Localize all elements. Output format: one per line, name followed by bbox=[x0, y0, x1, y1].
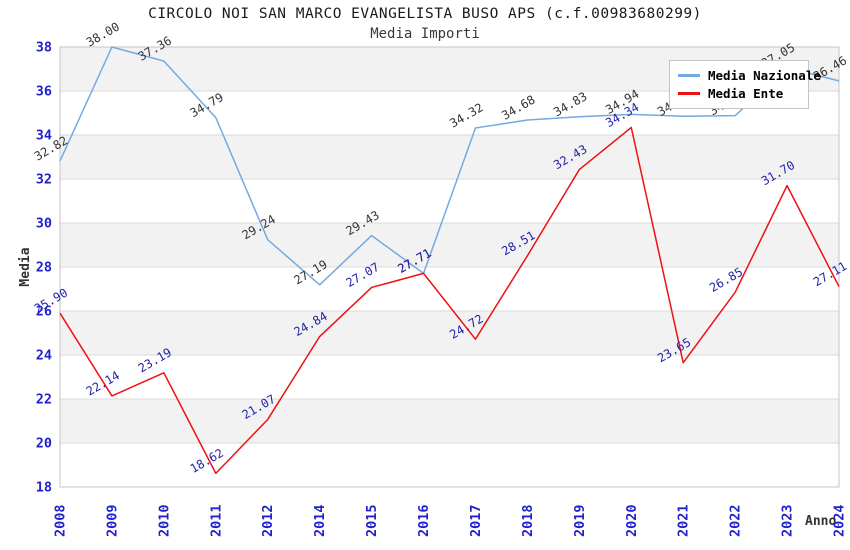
point-label-media-ente: 26.85 bbox=[707, 265, 745, 295]
grid-band bbox=[60, 399, 839, 443]
legend-label-ente: Media Ente bbox=[708, 85, 784, 101]
y-tick-label: 28 bbox=[36, 260, 52, 276]
legend-line-swatch-nazionale bbox=[678, 73, 700, 77]
y-tick-label: 36 bbox=[36, 84, 52, 100]
x-tick-label: 2015 bbox=[364, 504, 380, 537]
point-label-media-nazionale: 34.83 bbox=[551, 89, 589, 119]
point-label-media-nazionale: 34.79 bbox=[188, 90, 226, 120]
legend-item-media-ente: Media Ente bbox=[678, 84, 800, 102]
y-tick-label: 26 bbox=[36, 304, 52, 320]
x-tick-label: 2016 bbox=[416, 504, 432, 537]
point-label-media-nazionale: 38.00 bbox=[84, 19, 122, 49]
y-tick-label: 20 bbox=[36, 436, 52, 452]
x-tick-label: 2021 bbox=[676, 504, 692, 537]
x-axis-title: Anno bbox=[805, 514, 837, 529]
y-tick-label: 38 bbox=[36, 40, 52, 56]
x-tick-label: 2017 bbox=[468, 504, 484, 537]
x-tick-label: 2014 bbox=[312, 504, 328, 537]
y-tick-label: 24 bbox=[36, 348, 52, 364]
y-tick-label: 22 bbox=[36, 392, 52, 408]
grid-band bbox=[60, 223, 839, 267]
plot-border bbox=[59, 46, 840, 488]
y-axis-title: Media bbox=[18, 247, 33, 287]
chart-title: CIRCOLO NOI SAN MARCO EVANGELISTA BUSO A… bbox=[148, 6, 702, 22]
y-tick-label: 32 bbox=[36, 172, 52, 188]
x-tick-label: 2012 bbox=[260, 504, 276, 537]
x-tick-label: 2011 bbox=[208, 504, 224, 537]
x-tick-label: 2023 bbox=[780, 504, 796, 537]
x-tick-label: 2019 bbox=[572, 504, 588, 537]
x-tick-label: 2020 bbox=[624, 504, 640, 537]
legend-label-nazionale: Media Nazionale bbox=[708, 67, 821, 83]
series-line-media-nazionale bbox=[59, 46, 840, 286]
legend: Media Nazionale Media Ente bbox=[669, 60, 821, 109]
legend-item-media-nazionale: Media Nazionale bbox=[678, 66, 821, 84]
grid-band bbox=[60, 311, 839, 355]
grid-band bbox=[60, 135, 839, 179]
point-label-media-nazionale: 34.32 bbox=[447, 100, 485, 130]
y-tick-label: 30 bbox=[36, 216, 52, 232]
x-tick-label: 2018 bbox=[520, 504, 536, 537]
x-tick-label: 2010 bbox=[156, 504, 172, 537]
point-label-media-ente: 18.62 bbox=[188, 446, 226, 476]
x-tick-label: 2022 bbox=[728, 504, 744, 537]
chart-subtitle: Media Importi bbox=[370, 26, 480, 42]
legend-line-swatch-ente bbox=[678, 91, 700, 95]
x-tick-label: 2008 bbox=[53, 504, 69, 537]
x-tick-label: 2009 bbox=[104, 504, 120, 537]
point-label-media-nazionale: 34.68 bbox=[499, 92, 537, 122]
y-tick-label: 34 bbox=[36, 128, 52, 144]
y-tick-label: 18 bbox=[36, 480, 52, 496]
series-line-media-ente bbox=[59, 126, 840, 475]
x-tick-label: 2024 bbox=[832, 504, 848, 537]
